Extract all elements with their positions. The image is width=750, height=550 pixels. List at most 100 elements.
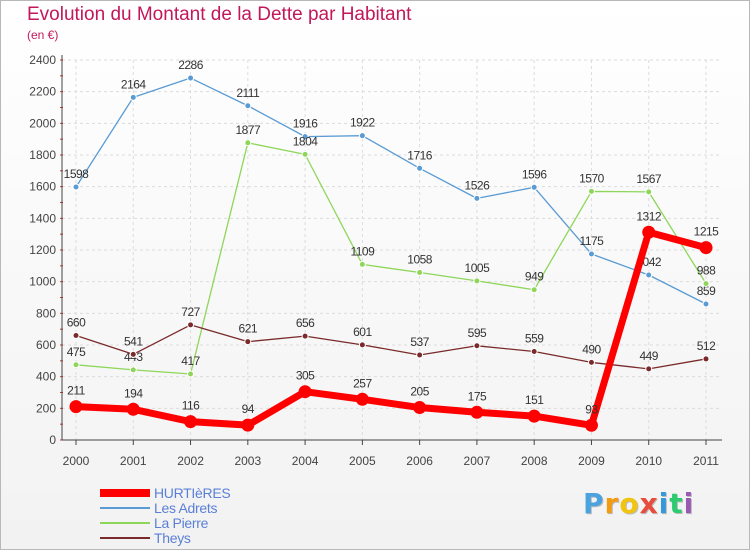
data-point-hurti-res [699,241,713,255]
y-tick-label: 600 [36,338,56,352]
data-label-theys: 595 [468,326,487,340]
data-point-theys [244,338,252,346]
data-label-la-pierre: 1877 [235,123,261,137]
data-label-la-pierre: 1570 [579,171,605,185]
y-tick-label: 1400 [29,211,56,225]
y-tick-label: 400 [36,370,56,384]
data-point-la-pierre [587,187,595,195]
y-tick-label: 800 [36,306,56,320]
data-point-la-pierre [645,188,653,196]
data-point-theys [645,365,653,373]
data-label-theys: 660 [67,316,86,330]
data-point-la-pierre [187,370,195,378]
data-point-hurti-res [642,225,656,239]
data-point-hurti-res [470,405,484,419]
data-point-la-pierre [129,366,137,374]
data-label-les-adrets: 1526 [465,178,491,192]
legend-swatch [100,488,150,497]
x-tick-label: 2009 [578,454,605,468]
data-point-hurti-res [584,418,598,432]
data-point-theys [587,358,595,366]
data-point-theys [702,355,710,363]
data-label-les-adrets: 1175 [580,234,605,248]
data-point-theys [473,342,481,350]
data-label-theys: 559 [525,331,544,345]
x-tick-label: 2008 [521,454,548,468]
data-point-hurti-res [355,392,369,406]
data-point-les-adrets [301,133,309,141]
data-label-la-pierre: 1804 [293,134,319,148]
series-line-theys [75,324,707,370]
data-point-hurti-res [69,400,83,414]
chart-title: Evolution du Montant de la Dette par Hab… [27,4,412,25]
series-line-hurti-res [72,228,710,429]
data-label-hurti-res: 175 [468,389,487,403]
y-tick-label: 1600 [29,180,56,194]
x-tick-label: 2005 [349,454,376,468]
x-tick-label: 2001 [120,454,147,468]
logo-letter: P [583,487,605,520]
data-point-theys [416,351,424,359]
data-label-hurti-res: 194 [124,386,143,400]
data-label-les-adrets: 2111 [236,86,260,100]
data-point-les-adrets [416,164,424,172]
data-point-hurti-res [413,401,427,415]
data-point-hurti-res [126,402,140,416]
data-label-les-adrets: 2164 [121,77,147,91]
data-label-la-pierre: 1567 [636,172,662,186]
y-tick-label: 200 [36,401,56,415]
data-label-theys: 541 [124,334,143,348]
data-point-la-pierre [301,150,309,158]
data-point-hurti-res [184,415,198,429]
x-tick-label: 2000 [63,454,90,468]
data-point-les-adrets [129,93,137,101]
x-tick-label: 2006 [406,454,433,468]
data-point-les-adrets [645,271,653,279]
data-point-la-pierre [244,139,252,147]
data-point-hurti-res [298,385,312,399]
logo-letter: i [658,487,670,520]
data-label-hurti-res: 93 [585,402,598,416]
data-label-la-pierre: 475 [67,345,86,359]
y-tick-label: 1000 [29,275,56,289]
legend-label: Theys [154,529,191,546]
logo-letter: r [604,487,620,520]
y-tick-label: 0 [49,433,56,447]
data-label-theys: 601 [353,325,372,339]
y-tick-label: 1800 [29,148,56,162]
y-tick-label: 2200 [29,85,56,99]
data-label-hurti-res: 305 [296,369,315,383]
legend-item: Les Adrets [100,500,230,516]
y-tick-label: 1200 [29,243,56,257]
logo-letter: o [619,487,640,520]
data-label-hurti-res: 116 [182,399,200,413]
data-point-les-adrets [187,74,195,82]
data-point-theys [72,332,80,339]
series-line-les-adrets [75,77,707,305]
chart-unit: (en €) [27,28,59,42]
data-point-theys [530,347,538,355]
data-point-theys [129,350,137,358]
x-tick-label: 2007 [464,454,491,468]
data-label-theys: 512 [697,339,716,353]
proxiti-logo: Proxiti [583,487,694,520]
data-label-hurti-res: 1215 [694,225,720,239]
data-label-la-pierre: 1058 [407,252,433,266]
data-point-la-pierre [72,361,80,369]
data-label-la-pierre: 988 [697,264,716,278]
y-tick-label: 2000 [29,116,56,130]
legend: HURTIèRES Les Adrets La Pierre Theys [100,484,231,546]
x-tick-label: 2010 [635,454,662,468]
x-tick-label: 2002 [177,454,204,468]
data-label-les-adrets: 1922 [350,116,376,130]
legend-item: La Pierre [100,514,230,531]
data-label-la-pierre: 1109 [350,244,375,258]
logo-letter: t [669,487,684,520]
data-label-la-pierre: 949 [525,270,544,284]
data-point-les-adrets [473,194,481,202]
legend-label: La Pierre [154,514,209,531]
legend-label: HURTIèRES [154,484,231,501]
legend-item: HURTIèRES [100,484,231,501]
series-line-la-pierre [75,142,707,375]
x-tick-label: 2003 [234,454,261,468]
